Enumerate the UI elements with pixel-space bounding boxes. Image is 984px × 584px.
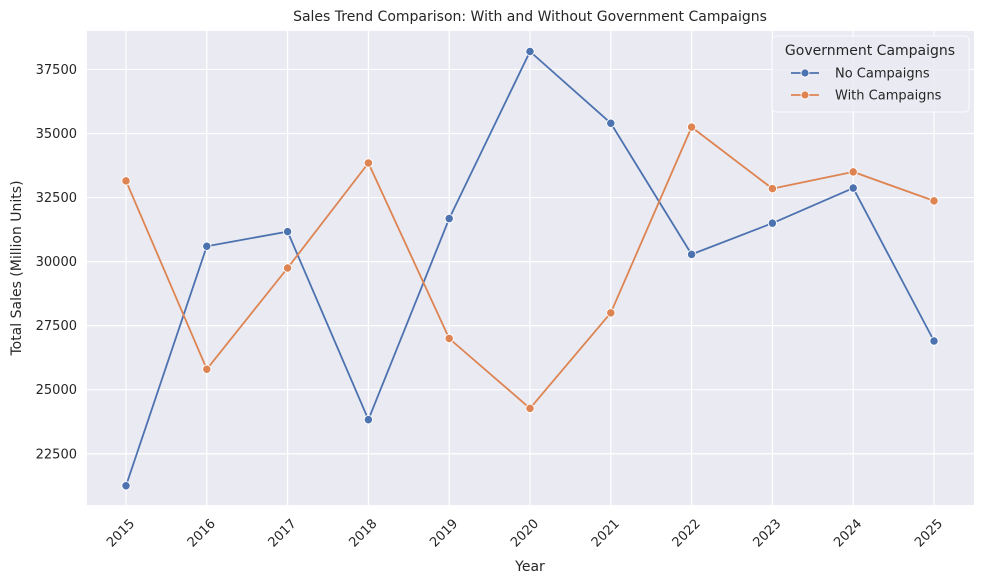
legend-item: With Campaigns bbox=[791, 89, 942, 104]
data-point bbox=[202, 364, 212, 374]
y-tick-label: 30000 bbox=[36, 255, 77, 270]
x-tick-label: 2024 bbox=[831, 516, 865, 550]
y-axis-ticks: 22500 25000 27500 30000 32500 35000 37500 bbox=[36, 63, 77, 462]
x-tick-label: 2021 bbox=[589, 516, 623, 550]
x-tick-label: 2023 bbox=[750, 516, 784, 550]
data-point bbox=[363, 158, 374, 168]
data-point bbox=[363, 415, 374, 425]
data-point bbox=[121, 176, 131, 186]
data-point bbox=[606, 118, 616, 128]
x-tick-label: 2016 bbox=[185, 516, 219, 550]
data-point bbox=[767, 183, 778, 194]
data-point bbox=[444, 213, 454, 224]
data-point bbox=[767, 218, 778, 228]
y-tick-label: 27500 bbox=[36, 319, 77, 334]
y-axis-label: Total Sales (Million Units) bbox=[9, 180, 25, 356]
y-tick-label: 25000 bbox=[36, 383, 77, 398]
x-tick-label: 2022 bbox=[670, 516, 704, 550]
data-point bbox=[282, 263, 293, 273]
x-tick-label: 2025 bbox=[912, 516, 946, 550]
legend-marker bbox=[800, 90, 810, 100]
legend-marker bbox=[800, 68, 810, 78]
series-no-campaigns bbox=[121, 46, 939, 491]
y-tick-label: 32500 bbox=[36, 191, 77, 206]
legend-box bbox=[771, 35, 970, 113]
x-tick-label: 2020 bbox=[508, 516, 542, 550]
legend-title: Government Campaigns bbox=[785, 43, 955, 59]
legend-label: No Campaigns bbox=[835, 67, 930, 82]
data-point bbox=[929, 336, 939, 346]
x-axis-ticks: 2015 2016 2017 2018 2019 2020 2021 2022 2023 2024… bbox=[104, 516, 946, 550]
data-point bbox=[525, 403, 535, 414]
data-point bbox=[686, 249, 697, 260]
data-point bbox=[848, 183, 858, 193]
x-tick-label: 2015 bbox=[104, 516, 138, 550]
data-point bbox=[202, 241, 212, 251]
data-point bbox=[121, 481, 131, 491]
y-tick-label: 35000 bbox=[36, 127, 77, 142]
data-point bbox=[848, 167, 858, 177]
data-point bbox=[282, 226, 293, 237]
legend: Government Campaigns No Campaigns With Ca… bbox=[771, 35, 970, 113]
data-point bbox=[525, 46, 535, 57]
x-tick-label: 2019 bbox=[427, 516, 461, 550]
x-tick-label: 2018 bbox=[346, 516, 380, 550]
data-point bbox=[686, 122, 697, 132]
x-tick-label: 2017 bbox=[266, 516, 300, 550]
legend-items: No Campaigns With Campaigns bbox=[791, 67, 942, 104]
y-tick-label: 37500 bbox=[36, 63, 77, 78]
series-with-campaigns bbox=[121, 122, 939, 414]
data-point bbox=[929, 196, 939, 206]
data-point bbox=[444, 333, 454, 344]
chart-title: Sales Trend Comparison: With and Without… bbox=[293, 9, 767, 25]
x-axis-label: Year bbox=[514, 559, 545, 575]
data-point bbox=[606, 308, 616, 318]
legend-label: With Campaigns bbox=[835, 89, 942, 104]
series-layer bbox=[121, 46, 939, 491]
y-tick-label: 22500 bbox=[36, 447, 77, 462]
legend-item: No Campaigns bbox=[791, 67, 930, 82]
